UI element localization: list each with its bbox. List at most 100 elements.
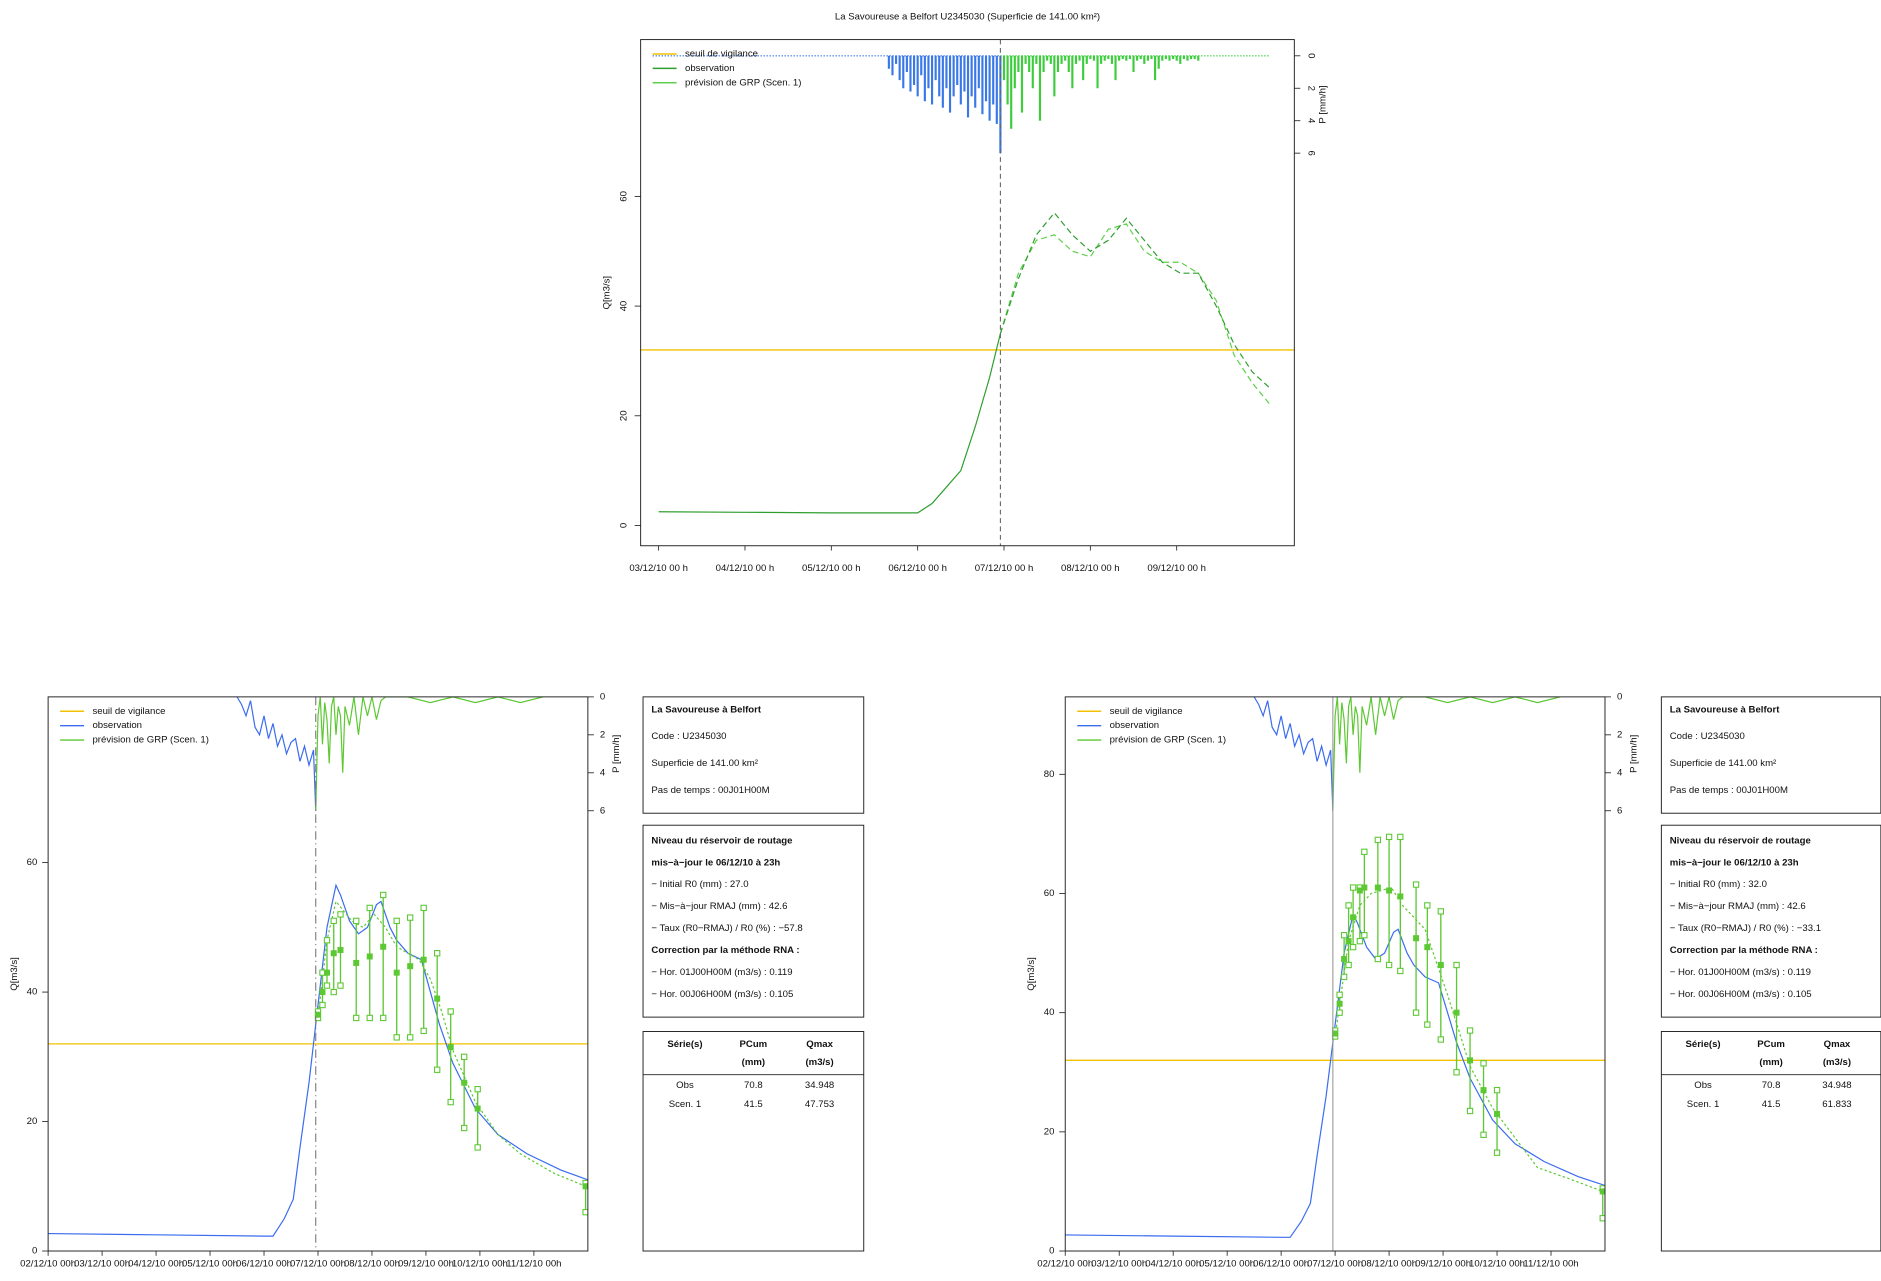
median-marker bbox=[407, 963, 414, 970]
reservoir-line: − Initial R0 (mm) : 27.0 bbox=[651, 879, 748, 890]
correction-title: Correction par la méthode RNA : bbox=[651, 945, 799, 956]
rain-bar bbox=[1074, 55, 1078, 64]
y2-tick-label: 2 bbox=[1306, 86, 1317, 91]
whisker-low bbox=[1336, 1009, 1343, 1016]
median-marker bbox=[582, 1183, 588, 1190]
rain-bar bbox=[1064, 55, 1067, 61]
rain-bar bbox=[1006, 55, 1009, 105]
y-tick-label: 60 bbox=[618, 191, 629, 202]
rain-bar bbox=[1146, 55, 1149, 61]
y2-tick-label: 0 bbox=[1306, 53, 1317, 58]
table-cell: 34.948 bbox=[1822, 1080, 1851, 1091]
x-tick-label: 05/12/10 00 h bbox=[802, 563, 861, 574]
median-marker bbox=[1480, 1087, 1487, 1094]
median-marker bbox=[461, 1079, 468, 1086]
rain-bar bbox=[1154, 55, 1157, 81]
rain-bar bbox=[981, 55, 984, 115]
whisker-high bbox=[337, 911, 344, 918]
median-marker bbox=[1467, 1057, 1474, 1064]
whisker-low bbox=[1374, 955, 1382, 963]
y2-tick-label: 4 bbox=[1617, 767, 1623, 778]
median-marker bbox=[1350, 914, 1357, 921]
median-marker bbox=[366, 953, 373, 960]
legend-label: prévision de GRP (Scen. 1) bbox=[685, 77, 801, 88]
reservoir-line: − Mis−à−jour RMAJ (mm) : 42.6 bbox=[1670, 901, 1806, 912]
whisker-high bbox=[420, 904, 427, 912]
rain-bar bbox=[894, 55, 898, 64]
whisker-high bbox=[447, 1008, 454, 1015]
rain-bar bbox=[1182, 55, 1185, 60]
rain-bar bbox=[977, 55, 980, 89]
rain-bar bbox=[1121, 55, 1124, 60]
whisker-low bbox=[323, 982, 331, 989]
x-tick-label: 07/12/10 00h bbox=[290, 1259, 346, 1270]
median-marker bbox=[380, 943, 387, 950]
legend-label: seuil de vigilance bbox=[1110, 706, 1183, 717]
rain-bar bbox=[1038, 55, 1042, 121]
median-marker bbox=[1336, 1000, 1343, 1007]
rain-bar bbox=[984, 55, 988, 102]
y-tick-label: 60 bbox=[27, 857, 38, 868]
table-cell: 61.833 bbox=[1822, 1099, 1851, 1110]
y2-tick-label: 6 bbox=[1306, 150, 1317, 155]
rain-bar bbox=[1132, 55, 1135, 73]
whisker-high bbox=[330, 917, 337, 925]
whisker-low bbox=[434, 1066, 441, 1073]
whisker-low bbox=[460, 1124, 468, 1132]
x-tick-label: 10/12/10 00h bbox=[1469, 1259, 1525, 1270]
whisker-low bbox=[1340, 973, 1348, 981]
x-tick-label: 06/12/10 00h bbox=[1253, 1259, 1309, 1270]
reservoir-title: mis−à−jour le 06/12/10 à 23h bbox=[1670, 857, 1799, 868]
whisker-high bbox=[1336, 991, 1343, 998]
y2-tick-label: 6 bbox=[600, 805, 605, 816]
whisker-low bbox=[1599, 1215, 1605, 1222]
plot-frame bbox=[640, 39, 1295, 547]
rain-bar bbox=[945, 55, 948, 89]
table-header: (m3/s) bbox=[1823, 1057, 1851, 1068]
correction-line: − Hor. 00J06H00M (m3/s) : 0.105 bbox=[651, 989, 793, 1000]
correction-title: Correction par la méthode RNA : bbox=[1670, 945, 1818, 956]
rain-bar bbox=[1114, 55, 1117, 81]
y2-tick-label: 4 bbox=[1306, 118, 1317, 124]
panel-box bbox=[642, 1031, 865, 1252]
legend-label: seuil de vigilance bbox=[92, 706, 165, 717]
x-tick-label: 04/12/10 00 h bbox=[716, 563, 775, 574]
flow-line bbox=[999, 211, 1271, 389]
rain-bar bbox=[1082, 55, 1085, 81]
rain-bar bbox=[1085, 55, 1088, 64]
rain-bar bbox=[1017, 55, 1020, 73]
y-tick-label: 0 bbox=[32, 1246, 37, 1257]
station-title: La Savoureuse à Belfort bbox=[1670, 705, 1780, 716]
rain-bar bbox=[1020, 55, 1024, 113]
x-tick-label: 06/12/10 00 h bbox=[888, 563, 947, 574]
rain-bar bbox=[1107, 55, 1110, 60]
rain-bar bbox=[1067, 55, 1070, 73]
whisker-high bbox=[1397, 833, 1404, 841]
legend-label: observation bbox=[1110, 720, 1160, 731]
rain-bar bbox=[934, 55, 937, 81]
median-marker bbox=[1345, 938, 1352, 945]
median-marker bbox=[337, 946, 344, 953]
correction-line: − Hor. 01J00H00M (m3/s) : 0.119 bbox=[1670, 967, 1811, 978]
y-tick-label: 80 bbox=[1044, 769, 1055, 780]
y-tick-label: 40 bbox=[27, 987, 38, 998]
legend-label: prévision de GRP (Scen. 1) bbox=[92, 735, 208, 746]
rain-bar bbox=[1143, 55, 1146, 64]
plot-frame bbox=[47, 696, 589, 1252]
y-tick-label: 40 bbox=[1044, 1007, 1055, 1018]
whisker-low bbox=[1466, 1107, 1474, 1115]
median-marker bbox=[1386, 887, 1393, 894]
legend-label: prévision de GRP (Scen. 1) bbox=[1110, 735, 1226, 746]
median-marker bbox=[474, 1105, 481, 1112]
rain-bar bbox=[1028, 55, 1031, 73]
flow-line bbox=[48, 883, 588, 1237]
rain-line bbox=[236, 696, 317, 811]
rain-bar bbox=[1150, 55, 1153, 60]
rain-bar bbox=[992, 55, 995, 105]
table-cell: 41.5 bbox=[744, 1099, 763, 1110]
rain-bar bbox=[1179, 55, 1182, 64]
rain-bar bbox=[1172, 55, 1175, 60]
